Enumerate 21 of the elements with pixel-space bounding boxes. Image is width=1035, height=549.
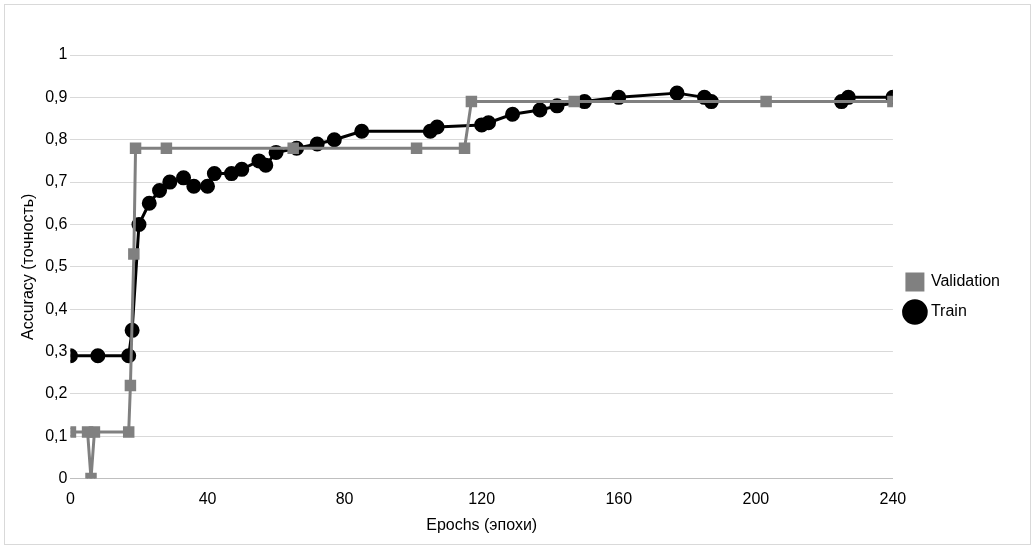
x-tick-label: 200 xyxy=(742,489,770,507)
x-axis-title: Epochs (эпохи) xyxy=(426,515,538,533)
x-tick-label: 160 xyxy=(605,489,633,507)
x-tick-label: 40 xyxy=(198,489,217,507)
x-tick-label: 120 xyxy=(468,489,496,507)
y-tick-label: 1 xyxy=(58,45,68,63)
y-tick-label: 0,1 xyxy=(45,426,68,444)
y-tick-label: 0,8 xyxy=(45,130,68,148)
y-axis-title: Accuracy (точность) xyxy=(19,193,37,340)
x-tick-label: 240 xyxy=(879,489,907,507)
y-tick-label: 0,4 xyxy=(45,299,68,317)
y-tick-label: 0 xyxy=(58,469,68,487)
y-tick-label: 0,7 xyxy=(45,172,68,190)
y-tick-label: 0,9 xyxy=(45,87,68,105)
y-tick-label: 0,2 xyxy=(45,384,68,402)
y-tick-label: 0,5 xyxy=(45,257,68,275)
y-tick-label: 0,3 xyxy=(45,341,68,359)
legend-label: Validation xyxy=(930,272,1001,290)
y-tick-label: 0,6 xyxy=(45,214,68,232)
x-tick-label: 80 xyxy=(335,489,354,507)
legend-label: Train xyxy=(930,302,967,320)
